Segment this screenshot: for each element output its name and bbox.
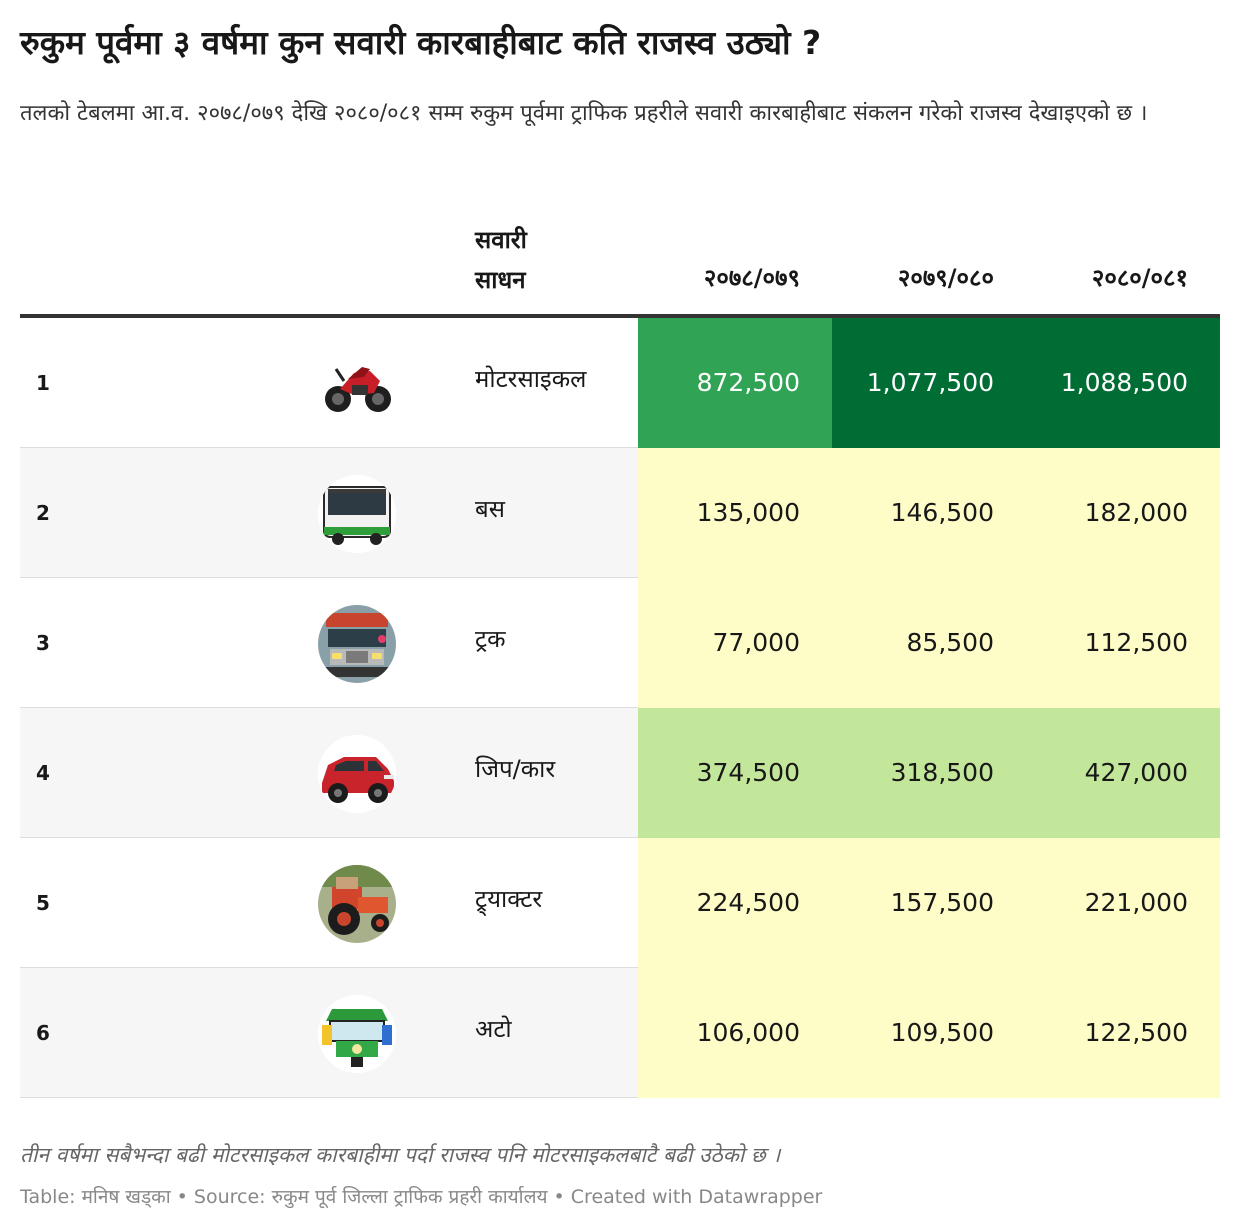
vehicle-name: ट्र्याक्टर xyxy=(475,885,543,913)
revenue-table: सवारी साधन २०७८/०७९ २०७९/०८० २०८०/०८१ 1 … xyxy=(20,212,1220,1098)
column-header-vehicle: सवारी साधन xyxy=(475,220,625,300)
table-row: 2 बस 135,000 146,500 182,000 xyxy=(20,448,1220,578)
column-header-year-2[interactable]: २०७९/०८० xyxy=(897,264,994,292)
vehicle-name: ट्रक xyxy=(475,625,506,653)
rank-number: 6 xyxy=(36,1021,50,1045)
value-cell: 85,500 xyxy=(832,578,1026,708)
chart-credit: Table: मनिष खड्का • Source: रुकुम पूर्व … xyxy=(20,1186,823,1208)
value-cell: 224,500 xyxy=(638,838,832,968)
table-row: 1 मोटरसाइकल 872,500 1,077,500 1,088,500 xyxy=(20,318,1220,448)
value-cell: 374,500 xyxy=(638,708,832,838)
value-cell: 221,000 xyxy=(1026,838,1220,968)
column-header-year-3[interactable]: २०८०/०८१ xyxy=(1091,264,1188,292)
value-cell: 77,000 xyxy=(638,578,832,708)
motorcycle-icon xyxy=(318,345,396,423)
table-row: 3 ट्रक 77,000 85,500 112,500 xyxy=(20,578,1220,708)
chart-note: तीन वर्षमा सबैभन्दा बढी मोटरसाइकल कारबाह… xyxy=(20,1143,781,1167)
table-row: 6 अटो 106,000 109,500 122,500 xyxy=(20,968,1220,1098)
chart-title: रुकुम पूर्वमा ३ वर्षमा कुन सवारी कारबाही… xyxy=(20,23,822,62)
value-cell: 109,500 xyxy=(832,968,1026,1098)
column-header-year-1[interactable]: २०७८/०७९ xyxy=(703,264,800,292)
value-cell: 182,000 xyxy=(1026,448,1220,578)
table-header: सवारी साधन २०७८/०७९ २०७९/०८० २०८०/०८१ xyxy=(20,212,1220,318)
tractor-icon xyxy=(318,865,396,943)
table-row: 4 जिप/कार 374,500 318,500 427,000 xyxy=(20,708,1220,838)
bus-icon xyxy=(318,475,396,553)
value-cell: 146,500 xyxy=(832,448,1026,578)
value-cell: 112,500 xyxy=(1026,578,1220,708)
value-cell: 122,500 xyxy=(1026,968,1220,1098)
rank-number: 3 xyxy=(36,631,50,655)
chart-description: तलको टेबलमा आ.व. २०७८/०७९ देखि २०८०/०८१ … xyxy=(20,101,1148,126)
vehicle-name: अटो xyxy=(475,1015,512,1043)
rank-number: 2 xyxy=(36,501,50,525)
value-cell: 135,000 xyxy=(638,448,832,578)
table-row: 5 ट्र्याक्टर 224,500 157,500 221,000 xyxy=(20,838,1220,968)
column-header-vehicle-line1: सवारी xyxy=(475,226,527,254)
value-cell: 872,500 xyxy=(638,318,832,448)
jeep-car-icon xyxy=(318,735,396,813)
vehicle-name: जिप/कार xyxy=(475,755,556,783)
value-cell: 1,077,500 xyxy=(832,318,1026,448)
rank-number: 5 xyxy=(36,891,50,915)
value-cell: 318,500 xyxy=(832,708,1026,838)
value-cell: 1,088,500 xyxy=(1026,318,1220,448)
rank-number: 1 xyxy=(36,371,50,395)
value-cell: 427,000 xyxy=(1026,708,1220,838)
value-cell: 106,000 xyxy=(638,968,832,1098)
vehicle-name: मोटरसाइकल xyxy=(475,365,587,393)
truck-icon xyxy=(318,605,396,683)
vehicle-name: बस xyxy=(475,495,505,523)
value-cell: 157,500 xyxy=(832,838,1026,968)
column-header-vehicle-line2: साधन xyxy=(475,266,526,294)
rank-number: 4 xyxy=(36,761,50,785)
auto-rickshaw-icon xyxy=(318,995,396,1073)
